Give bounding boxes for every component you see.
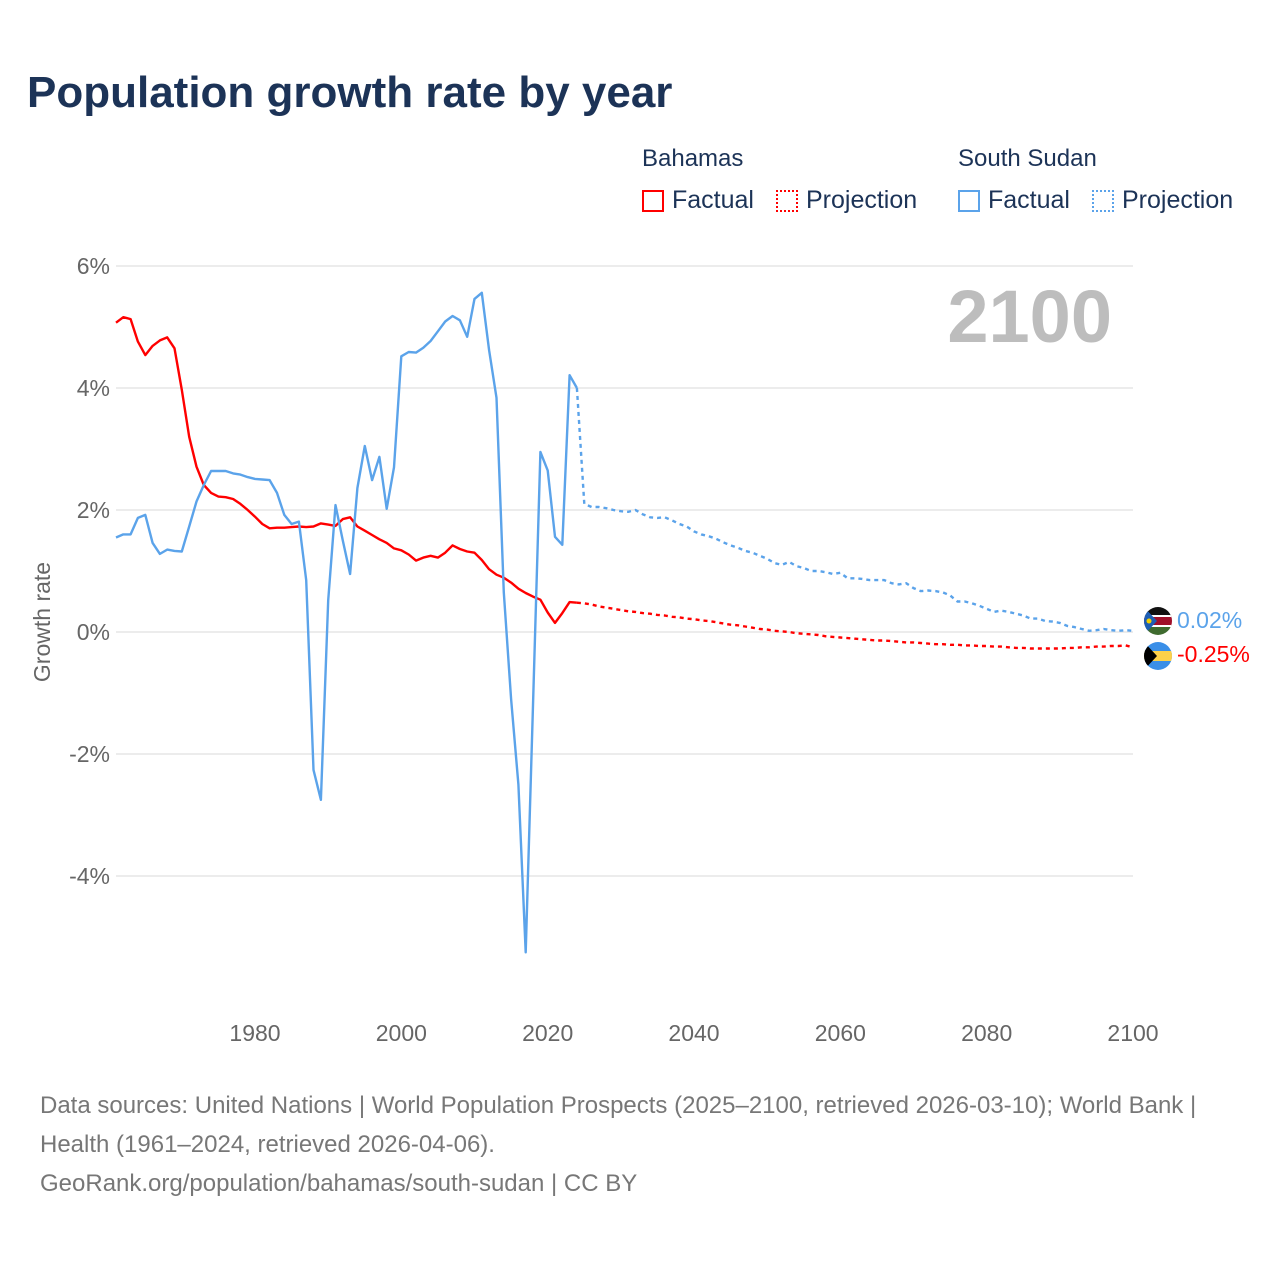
legend-group-south-sudan: South Sudan [958, 145, 1097, 172]
legend-label: Factual [988, 186, 1070, 214]
legend-swatch-dotted [1092, 189, 1114, 212]
bahamas-flag-icon [1144, 642, 1172, 670]
legend-label: Projection [1122, 186, 1234, 214]
data-sources: Data sources: United Nations | World Pop… [40, 1092, 1197, 1158]
legend-south-sudan-factual[interactable]: Factual [958, 186, 1070, 215]
y-tick-label: 6% [77, 253, 110, 279]
legend-swatch-solid [642, 189, 664, 212]
credit-link[interactable]: GeoRank.org/population/bahamas/south-sud… [40, 1170, 638, 1197]
legend-swatch-solid [958, 189, 980, 212]
legend-bahamas-projection[interactable]: Projection [776, 186, 917, 215]
bahamas-end-label: -0.25% [1177, 641, 1250, 667]
legend-bahamas-factual[interactable]: Factual [642, 186, 754, 215]
legend-label: Factual [672, 186, 754, 214]
x-tick-label: 2100 [1107, 1020, 1158, 1046]
legend-swatch-dotted [776, 189, 798, 212]
x-tick-label: 2020 [522, 1020, 573, 1046]
south-sudan-end-label: 0.02% [1177, 607, 1242, 633]
y-axis-label: Growth rate [29, 562, 55, 682]
y-tick-label: 2% [77, 497, 110, 523]
series-line-south-sudan-factual [115, 291, 578, 954]
y-tick-label: -2% [69, 741, 110, 767]
x-tick-label: 2060 [815, 1020, 866, 1046]
south-sudan-flag-icon [1144, 607, 1172, 635]
series-line-bahamas-projection [576, 601, 1134, 650]
legend-label: Projection [806, 186, 918, 214]
chart-title: Population growth rate by year [27, 68, 673, 117]
y-tick-label: 4% [77, 375, 110, 401]
x-tick-label: 2000 [376, 1020, 427, 1046]
legend-group-bahamas: Bahamas [642, 145, 744, 172]
y-tick-label: 0% [77, 619, 110, 645]
x-tick-label: 2040 [668, 1020, 719, 1046]
x-tick-label: 2080 [961, 1020, 1012, 1046]
x-tick-label: 1980 [229, 1020, 280, 1046]
legend-south-sudan-projection[interactable]: Projection [1092, 186, 1233, 215]
series-line-bahamas-factual [115, 316, 577, 625]
year-watermark: 2100 [947, 275, 1112, 358]
footer: Data sources: United Nations | World Pop… [40, 1086, 1240, 1203]
y-tick-label: -4% [69, 863, 110, 889]
